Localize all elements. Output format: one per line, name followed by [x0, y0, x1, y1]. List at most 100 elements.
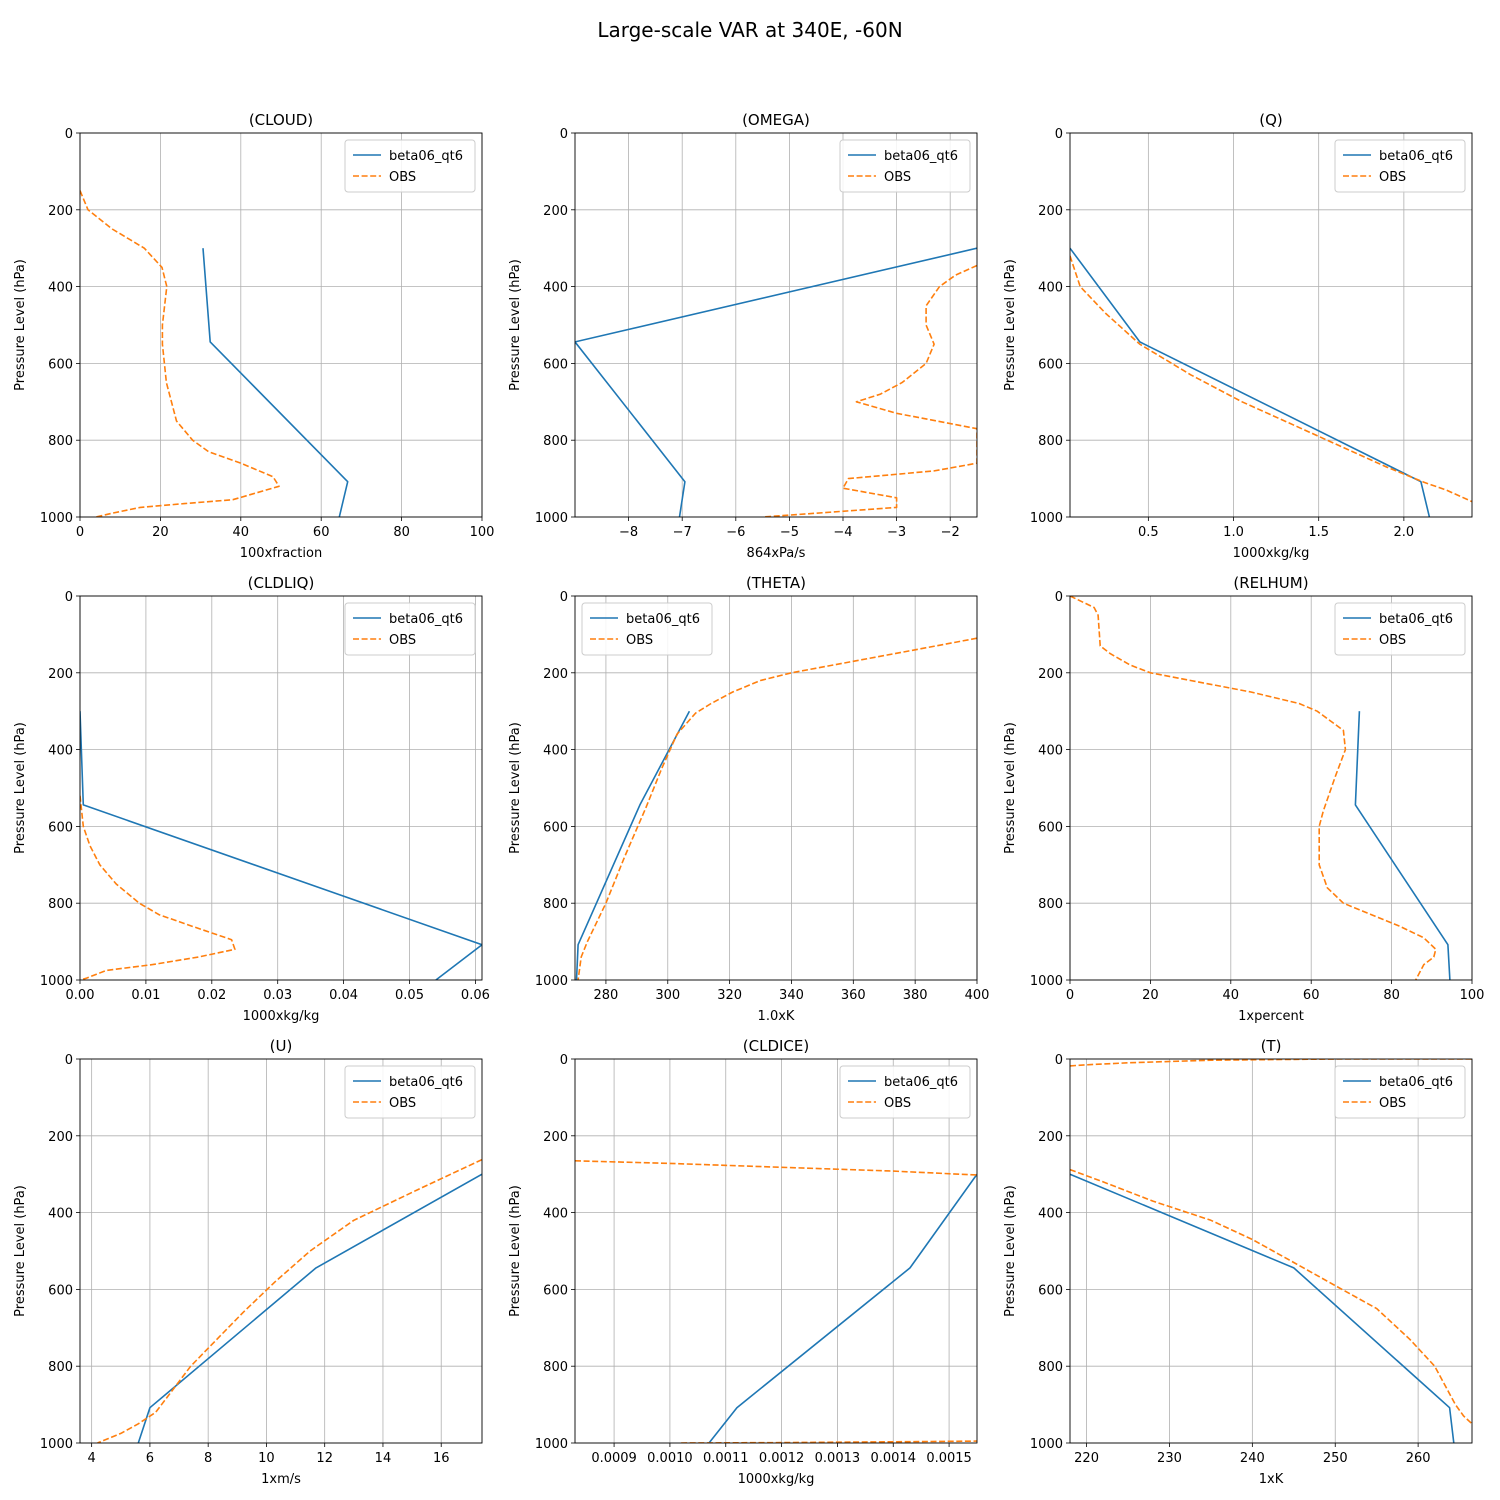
y-tick-label: 400: [543, 1207, 568, 1222]
axes-frame: [79, 595, 483, 981]
y-tick-label: 0: [65, 127, 73, 142]
x-tick-label: 4: [88, 1451, 96, 1466]
x-tick-label: −7: [673, 525, 692, 540]
y-tick-label: 1000: [1030, 1437, 1063, 1452]
x-tick-label: −4: [833, 525, 852, 540]
y-tick-label: 0: [65, 1053, 73, 1068]
x-tick-label: 0.0015: [926, 1451, 972, 1466]
x-tick-label: −6: [726, 525, 745, 540]
y-tick-label: 1000: [535, 1437, 568, 1452]
x-axis-label: 864xPa/s: [747, 546, 806, 561]
x-tick-label: −3: [887, 525, 906, 540]
legend-box: [1334, 139, 1466, 193]
panel-theta: 280 300 320 340 360 380 400 0 200 400 600 800 1000 (T…: [508, 574, 989, 1024]
y-tick-label: 200: [543, 1130, 568, 1145]
y-tick-label: 800: [1038, 1360, 1063, 1375]
panel-title: (T): [1261, 1037, 1282, 1055]
x-tick-label: 230: [1157, 1451, 1182, 1466]
x-axis-label: 1xK: [1259, 1472, 1284, 1487]
y-tick-label: 800: [543, 897, 568, 912]
axes-frame: [79, 1058, 483, 1444]
x-tick-label: 300: [655, 988, 680, 1003]
x-axis-label: 1000xkg/kg: [1233, 546, 1310, 561]
x-tick-label: 40: [233, 525, 250, 540]
legend-box: [839, 1065, 971, 1119]
legend-model-label: beta06_qt6: [884, 1075, 958, 1090]
y-tick-label: 400: [1038, 1207, 1063, 1222]
x-tick-label: 20: [1142, 988, 1159, 1003]
legend: beta06_qt6 OBS: [1334, 1065, 1466, 1119]
y-tick-label: 200: [48, 667, 73, 682]
y-axis-label: Pressure Level (hPa): [1003, 259, 1018, 391]
x-tick-label: 0.0014: [871, 1451, 917, 1466]
x-tick-label: 0.00: [66, 988, 95, 1003]
y-tick-label: 800: [1038, 434, 1063, 449]
model-line: [202, 248, 349, 517]
axes-frame: [1069, 595, 1473, 981]
legend-model-label: beta06_qt6: [626, 612, 700, 627]
y-axis-label: Pressure Level (hPa): [508, 1185, 523, 1317]
x-tick-label: 20: [152, 525, 169, 540]
x-tick-label: 400: [965, 988, 990, 1003]
y-tick-label: 200: [543, 204, 568, 219]
legend-model-label: beta06_qt6: [884, 149, 958, 164]
y-tick-label: 600: [48, 820, 73, 835]
x-tick-label: 0.03: [263, 988, 292, 1003]
panel-title: (CLDLIQ): [248, 574, 315, 592]
obs-line: [80, 795, 236, 980]
y-tick-label: 0: [1055, 1053, 1063, 1068]
y-tick-label: 1000: [40, 974, 73, 989]
obs-line: [1070, 596, 1437, 980]
x-tick-label: 1.0: [1223, 525, 1244, 540]
x-tick-label: 220: [1074, 1451, 1099, 1466]
x-tick-label: 340: [779, 988, 804, 1003]
y-tick-label: 600: [1038, 357, 1063, 372]
x-tick-label: 100: [470, 525, 495, 540]
legend: beta06_qt6 OBS: [581, 602, 713, 656]
y-tick-label: 200: [48, 204, 73, 219]
x-tick-label: 16: [433, 1451, 450, 1466]
model-line: [1070, 1173, 1455, 1443]
y-tick-label: 400: [48, 1207, 73, 1222]
panel-title: (THETA): [746, 574, 806, 592]
y-axis-label: Pressure Level (hPa): [1003, 1185, 1018, 1317]
y-tick-label: 0: [560, 127, 568, 142]
legend-model-label: beta06_qt6: [1379, 1075, 1453, 1090]
x-tick-label: 80: [393, 525, 410, 540]
legend-model-label: beta06_qt6: [1379, 149, 1453, 164]
y-tick-label: 1000: [40, 1437, 73, 1452]
x-tick-label: 260: [1406, 1451, 1431, 1466]
y-tick-label: 600: [1038, 1283, 1063, 1298]
y-axis-label: Pressure Level (hPa): [508, 722, 523, 854]
y-tick-label: 400: [48, 281, 73, 296]
panel-t: 220 230 240 250 260 0 200 400 600 800 1000 (T) 1xK Pr…: [1003, 1037, 1473, 1487]
axes-frame: [79, 132, 483, 518]
y-axis-label: Pressure Level (hPa): [13, 722, 28, 854]
axes-frame: [1069, 132, 1473, 518]
panel-cloud: 0 20 40 60 80 10002004006008001000(CLOUD)100x…: [13, 111, 494, 561]
legend-box: [344, 1065, 476, 1119]
legend-model-label: beta06_qt6: [389, 612, 463, 627]
x-tick-label: 12: [316, 1451, 333, 1466]
y-tick-label: 0: [560, 590, 568, 605]
y-tick-label: 400: [48, 744, 73, 759]
model-line: [137, 1173, 482, 1443]
x-tick-label: 360: [841, 988, 866, 1003]
y-tick-label: 600: [1038, 820, 1063, 835]
x-tick-label: −8: [619, 525, 638, 540]
x-tick-label: 0.01: [131, 988, 160, 1003]
panel-title: (CLDICE): [743, 1037, 809, 1055]
panel-title: (U): [270, 1037, 293, 1055]
obs-line: [80, 190, 280, 517]
x-tick-label: 40: [1223, 988, 1240, 1003]
y-tick-label: 0: [560, 1053, 568, 1068]
x-tick-label: 380: [903, 988, 928, 1003]
x-tick-label: 0.06: [461, 988, 490, 1003]
y-tick-label: 200: [1038, 204, 1063, 219]
x-tick-label: 80: [1383, 988, 1400, 1003]
obs-line: [97, 1158, 482, 1443]
legend-model-label: beta06_qt6: [1379, 612, 1453, 627]
y-tick-label: 800: [48, 897, 73, 912]
obs-line: [575, 1160, 977, 1176]
y-axis-label: Pressure Level (hPa): [508, 259, 523, 391]
